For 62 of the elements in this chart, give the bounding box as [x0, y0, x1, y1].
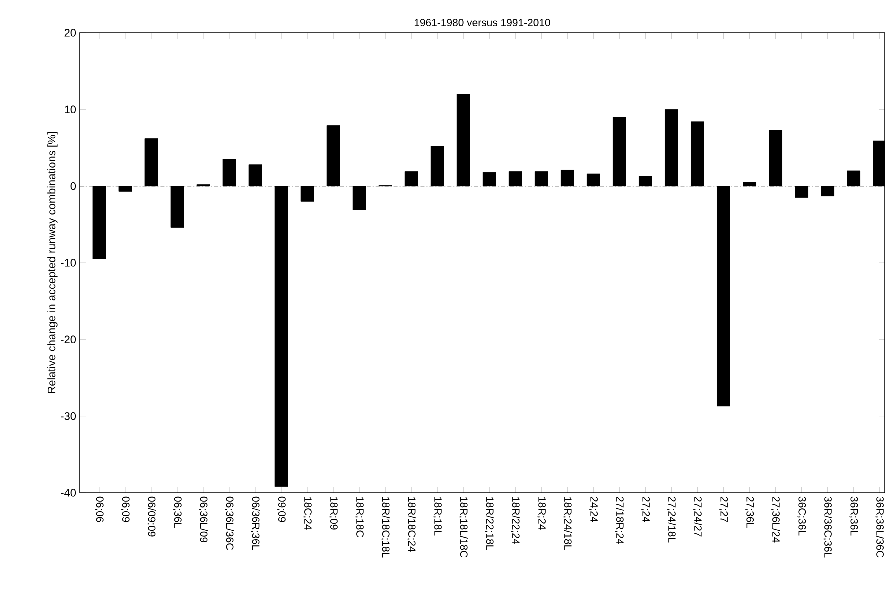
bar — [534, 172, 548, 187]
x-tick-label: 18R/18C;18L — [381, 497, 390, 558]
x-tick-label: 18R/22;18L — [485, 497, 494, 550]
y-tick-label: 20 — [64, 29, 76, 37]
bar — [821, 186, 834, 196]
x-tick-label: 27;36L — [745, 497, 754, 528]
x-tick-label: 27;24/18L — [667, 497, 676, 543]
bar — [482, 172, 496, 187]
y-tick-label: -10 — [61, 259, 76, 267]
x-tick-label: 06/36R;36L — [251, 496, 260, 550]
bar — [144, 138, 158, 187]
bar — [404, 172, 418, 187]
x-tick-label: 18C;24 — [303, 497, 312, 530]
bar — [587, 174, 600, 187]
x-tick-label: 36R;36L/36C — [875, 496, 884, 558]
x-tick-label: 18R;18L — [433, 497, 442, 536]
bar — [847, 170, 860, 187]
bar — [795, 186, 808, 198]
x-tick-label: 06;06 — [95, 496, 104, 522]
bar — [717, 186, 730, 407]
x-tick-label: 09;09 — [277, 496, 286, 522]
x-tick-label: 18R;18C — [355, 497, 364, 538]
x-tick-label: 24;24 — [589, 497, 598, 522]
bar — [769, 130, 782, 187]
y-tick-label: 0 — [70, 182, 76, 190]
bar — [560, 170, 574, 187]
bar — [665, 109, 678, 187]
x-tick-label: 06;36L — [173, 496, 182, 528]
x-tick-label: 18R/22;24 — [511, 497, 520, 544]
chart-title: 1961-1980 versus 1991-2010 — [414, 19, 550, 27]
x-tick-label: 06/09;09 — [147, 496, 156, 537]
x-tick-label: 27;36L/24 — [771, 497, 780, 543]
bar — [326, 126, 340, 187]
bar — [508, 172, 522, 187]
bar — [248, 164, 262, 187]
x-tick-label: 18R/18C;24 — [407, 497, 416, 552]
x-tick-label: 36C;36L — [797, 496, 806, 536]
x-tick-label: 27/18R;24 — [615, 497, 624, 544]
y-tick-label: -20 — [61, 336, 76, 344]
x-tick-label: 27;24 — [641, 497, 650, 522]
bar — [691, 122, 704, 187]
x-tick-label: 27;24/27 — [693, 497, 702, 537]
bar — [430, 146, 444, 187]
x-tick-label: 36R/36C;36L — [823, 496, 832, 558]
x-tick-label: 06;36L/36C — [225, 496, 234, 550]
y-tick-label: 10 — [65, 106, 76, 114]
bar — [352, 186, 366, 210]
x-tick-label: 06;36L/09 — [199, 496, 208, 543]
bar — [613, 117, 626, 187]
x-tick-label: 18R;24/18L — [563, 497, 572, 550]
x-tick-label: 36R;36L — [849, 496, 858, 536]
x-tick-label: 27;27 — [719, 497, 728, 522]
x-tick-label: 18R;24 — [537, 497, 546, 530]
y-axis-title: Relative change in accepted runway combinations [%] — [48, 132, 58, 394]
x-tick-label: 18R;18L/18C — [459, 497, 468, 558]
y-tick-label: -30 — [61, 412, 76, 420]
bar — [639, 176, 652, 187]
x-tick-label: 06;09 — [121, 496, 130, 522]
bar — [170, 186, 184, 228]
x-tick-label: 18R;09 — [329, 497, 338, 530]
bar — [300, 186, 314, 202]
y-tick-label: -40 — [61, 489, 76, 497]
